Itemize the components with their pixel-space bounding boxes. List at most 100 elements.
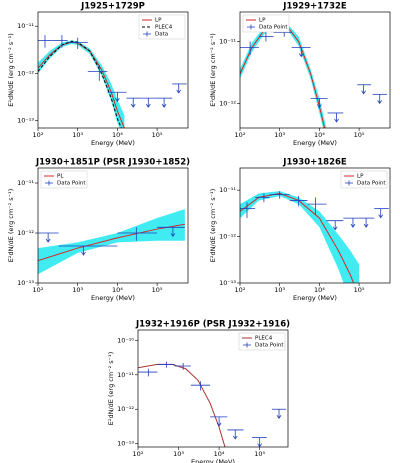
legend-box xyxy=(242,14,290,33)
upper-limit-arrow xyxy=(363,218,369,228)
x-tick-label: 10³ xyxy=(72,286,83,294)
plot-area xyxy=(38,35,187,128)
upper-limit-arrow xyxy=(216,416,222,427)
y-axis-label: E²dN/dE (erg cm⁻² s⁻¹) xyxy=(209,33,217,106)
model-curve xyxy=(38,40,122,128)
confidence-band xyxy=(240,20,327,128)
y-tick-label: 10⁻¹¹ xyxy=(117,371,134,379)
x-tick-label: 10⁵ xyxy=(354,131,365,139)
legend-label: Data Point xyxy=(255,343,284,349)
chart-title: J1932+1916P (PSR J1932+1916) xyxy=(135,320,290,330)
axes-frame xyxy=(239,11,391,129)
upper-limit-arrow xyxy=(298,47,304,58)
x-tick-label: 10⁴ xyxy=(214,450,225,458)
y-tick-label: 10⁻¹¹ xyxy=(17,179,34,187)
plot-area xyxy=(240,20,387,128)
confidence-band xyxy=(38,209,185,275)
x-tick-label: 10⁵ xyxy=(152,286,163,294)
upper-limit-arrow xyxy=(170,227,176,238)
x-tick-label: 10⁵ xyxy=(152,131,163,139)
x-tick-label: 10² xyxy=(33,131,44,139)
upper-limit-arrow xyxy=(334,112,339,123)
upper-limit-arrow xyxy=(81,245,86,256)
legend-label: PLEC4 xyxy=(155,25,173,31)
x-tick-label: 10⁴ xyxy=(314,286,325,294)
x-tick-label: 10⁴ xyxy=(314,131,325,139)
legend-box xyxy=(238,332,286,351)
x-tick-label: 10⁴ xyxy=(112,131,123,139)
upper-limit-arrow xyxy=(257,437,262,447)
axes-frame xyxy=(37,167,189,284)
y-tick-label: 10⁻¹² xyxy=(117,405,134,413)
legend-label: Data Point xyxy=(357,181,386,187)
y-tick-label: 10⁻¹² xyxy=(219,99,236,107)
plot-area xyxy=(240,191,389,283)
y-tick-label: 10⁻¹³ xyxy=(219,279,236,287)
upper-limit-arrow xyxy=(332,220,338,231)
legend-marker xyxy=(243,342,251,348)
upper-limit-arrow xyxy=(276,409,282,419)
x-tick-label: 10² xyxy=(33,286,44,294)
y-axis-label: E²dN/dE (erg cm⁻² s⁻¹) xyxy=(7,33,15,106)
legend-label: Data xyxy=(155,32,168,38)
upper-limit-arrow xyxy=(232,429,238,440)
chart-title: J1930+1826E xyxy=(282,158,347,168)
x-tick-label: 10⁵ xyxy=(354,286,365,294)
upper-limit-arrow xyxy=(377,94,383,105)
model-curve xyxy=(240,22,326,128)
plot-area xyxy=(138,361,287,447)
y-axis-label: E²dN/dE (erg cm⁻² s⁻¹) xyxy=(209,189,217,262)
legend-marker xyxy=(247,24,255,30)
axes-frame xyxy=(239,167,391,284)
y-tick-label: 10⁻¹² xyxy=(219,233,236,241)
chart-title: J1929+1732E xyxy=(282,2,347,12)
x-tick-label: 10² xyxy=(133,450,144,458)
model-curve xyxy=(240,192,355,283)
upper-limit-arrow xyxy=(145,98,151,108)
plot-area xyxy=(38,209,185,275)
y-axis-label: E²dN/dE (erg cm⁻² s⁻¹) xyxy=(107,352,115,425)
y-tick-label: 10⁻¹¹ xyxy=(219,186,236,194)
upper-limit-arrow xyxy=(130,98,136,108)
upper-limit-arrow xyxy=(378,208,384,219)
model-curve xyxy=(138,363,226,447)
upper-limit-arrow xyxy=(115,92,120,102)
legend-label: PL xyxy=(57,174,64,180)
legend-label: LP xyxy=(357,174,364,180)
y-tick-label: 10⁻¹³ xyxy=(17,117,34,125)
x-tick-label: 10⁵ xyxy=(254,450,265,458)
legend-label: Data Point xyxy=(57,181,86,187)
legend-label: PLEC4 xyxy=(255,336,273,342)
x-axis-label: Energy (MeV) xyxy=(293,139,337,147)
legend-marker xyxy=(45,180,53,186)
x-tick-label: 10² xyxy=(235,131,246,139)
y-tick-label: 10⁻¹² xyxy=(17,229,34,237)
legend-box xyxy=(40,170,88,189)
axes-frame xyxy=(137,329,289,448)
upper-limit-arrow xyxy=(350,218,356,228)
x-axis-label: Energy (MeV) xyxy=(91,139,135,147)
upper-limit-arrow xyxy=(361,84,366,95)
chart-title: J1930+1851P (PSR J1930+1852) xyxy=(35,158,190,168)
y-tick-label: 10⁻¹¹ xyxy=(17,22,34,30)
confidence-band xyxy=(240,191,360,283)
y-tick-label: 10⁻¹⁰ xyxy=(117,336,134,344)
x-tick-label: 10³ xyxy=(274,286,285,294)
legend-box xyxy=(340,170,388,189)
legend-label: Data Point xyxy=(259,25,288,31)
legend-label: LP xyxy=(259,18,266,24)
y-tick-label: 10⁻¹¹ xyxy=(219,38,236,46)
x-tick-label: 10³ xyxy=(274,131,285,139)
upper-limit-arrow xyxy=(317,98,322,109)
legend-marker xyxy=(143,31,151,37)
x-tick-label: 10³ xyxy=(72,131,83,139)
x-tick-label: 10³ xyxy=(173,450,184,458)
upper-limit-arrow xyxy=(45,233,51,243)
x-axis-label: Energy (MeV) xyxy=(91,294,135,302)
y-axis-label: E²dN/dE (erg cm⁻² s⁻¹) xyxy=(7,189,15,262)
axes-frame xyxy=(37,11,189,129)
x-axis-label: Energy (MeV) xyxy=(191,458,235,463)
y-tick-label: 10⁻¹³ xyxy=(17,279,34,287)
confidence-band xyxy=(38,40,125,128)
